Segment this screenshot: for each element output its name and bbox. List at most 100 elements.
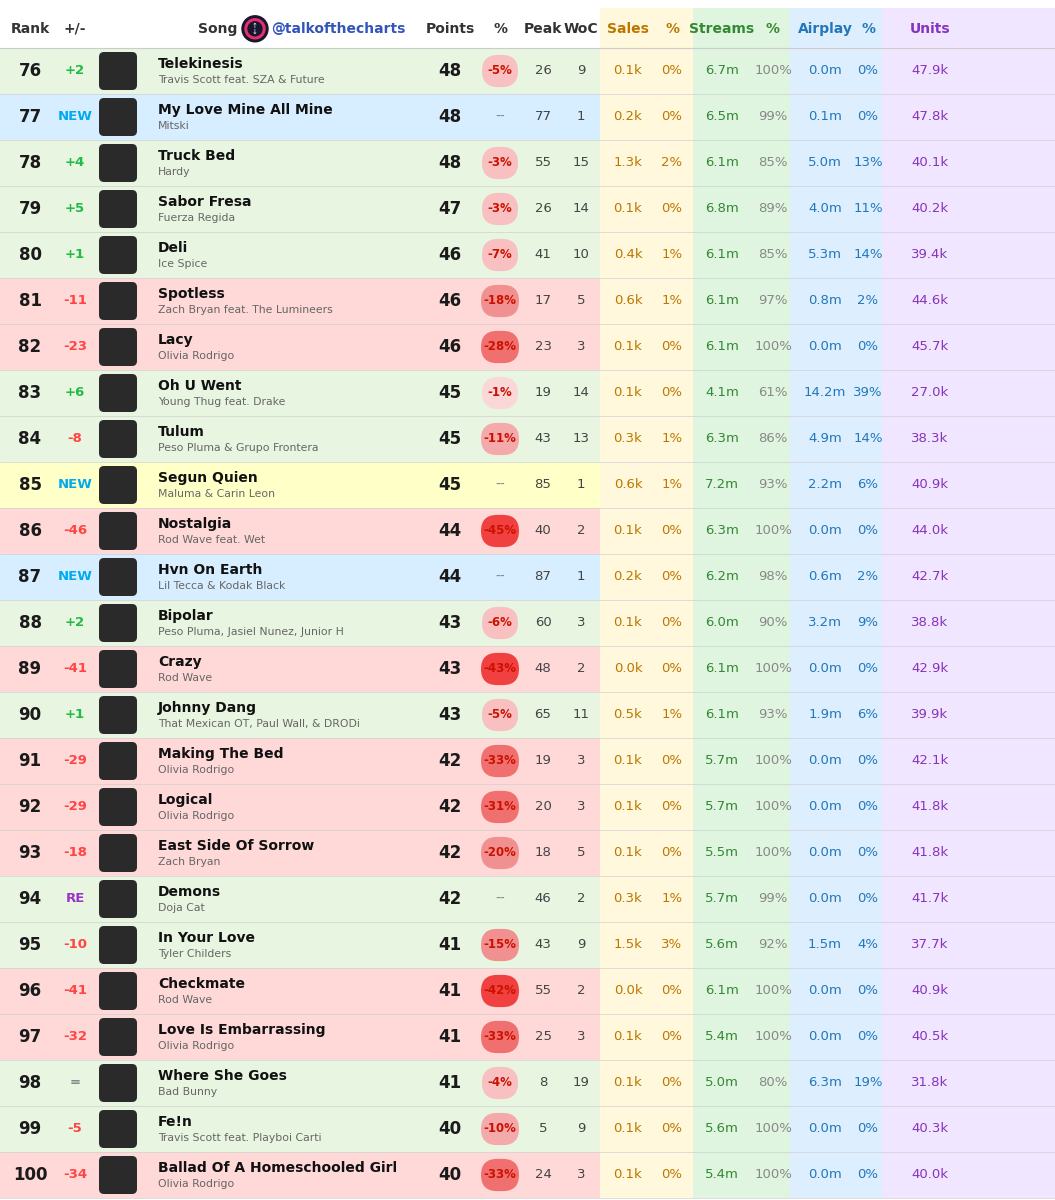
Text: 48: 48	[439, 108, 462, 126]
FancyBboxPatch shape	[481, 422, 519, 455]
Bar	[600, 784, 1055, 830]
Text: 40: 40	[535, 524, 552, 538]
Text: 43: 43	[535, 938, 552, 952]
Bar	[600, 1014, 1055, 1060]
Text: Deli: Deli	[158, 241, 188, 254]
FancyBboxPatch shape	[482, 55, 518, 88]
Text: 99: 99	[18, 1120, 41, 1138]
Bar	[790, 416, 882, 462]
Text: 0.0k: 0.0k	[614, 984, 642, 997]
Bar	[600, 738, 693, 784]
Text: --: --	[495, 570, 505, 584]
Bar	[790, 8, 882, 48]
Text: 3: 3	[577, 341, 586, 354]
Bar	[600, 48, 693, 94]
Text: 0%: 0%	[858, 893, 879, 906]
Text: 76: 76	[18, 62, 41, 80]
Text: -29: -29	[63, 755, 87, 768]
Text: -1%: -1%	[487, 386, 513, 400]
Text: 55: 55	[535, 156, 552, 169]
Bar	[882, 830, 1055, 876]
Bar	[600, 278, 1055, 324]
Text: -3%: -3%	[487, 156, 513, 169]
Text: 13%: 13%	[853, 156, 883, 169]
Text: 0%: 0%	[661, 65, 683, 78]
Bar	[0, 968, 592, 1014]
Text: 5.0m: 5.0m	[705, 1076, 738, 1090]
FancyBboxPatch shape	[482, 239, 518, 271]
Bar	[790, 232, 882, 278]
Text: -23: -23	[63, 341, 87, 354]
Text: 99%: 99%	[759, 893, 788, 906]
Bar	[600, 324, 693, 370]
Text: 46: 46	[439, 246, 462, 264]
Text: Peak: Peak	[524, 22, 562, 36]
Text: 40.9k: 40.9k	[912, 479, 948, 492]
Bar	[600, 48, 1055, 94]
Text: Hardy: Hardy	[158, 167, 191, 176]
Bar	[790, 324, 882, 370]
Text: Johnny Dang: Johnny Dang	[158, 701, 257, 715]
Text: 100%: 100%	[754, 846, 792, 859]
Bar	[0, 186, 600, 232]
Text: 0.6k: 0.6k	[614, 479, 642, 492]
Text: 1: 1	[577, 479, 586, 492]
Text: Zach Bryan feat. The Lumineers: Zach Bryan feat. The Lumineers	[158, 305, 332, 314]
Text: 86%: 86%	[759, 432, 788, 445]
FancyBboxPatch shape	[99, 558, 137, 596]
Text: 5.4m: 5.4m	[705, 1169, 738, 1182]
Bar	[0, 508, 592, 554]
Text: 55: 55	[535, 984, 552, 997]
Bar	[0, 232, 600, 278]
Text: 44: 44	[439, 568, 462, 586]
Text: -31%: -31%	[483, 800, 517, 814]
Text: 10: 10	[573, 248, 590, 262]
Text: 14: 14	[573, 203, 590, 216]
Text: Peso Pluma, Jasiel Nunez, Junior H: Peso Pluma, Jasiel Nunez, Junior H	[158, 626, 344, 637]
Text: 0.1k: 0.1k	[614, 755, 642, 768]
Text: +2: +2	[65, 617, 85, 630]
Text: 43: 43	[439, 660, 462, 678]
Text: 11: 11	[573, 708, 590, 721]
Text: 1: 1	[577, 110, 586, 124]
Text: Ballad Of A Homeschooled Girl: Ballad Of A Homeschooled Girl	[158, 1162, 397, 1175]
Bar	[600, 876, 693, 922]
Text: 91: 91	[18, 752, 41, 770]
Bar	[0, 370, 592, 416]
Bar	[693, 554, 790, 600]
FancyBboxPatch shape	[482, 607, 518, 640]
Text: 0%: 0%	[661, 662, 683, 676]
Text: 42.1k: 42.1k	[912, 755, 948, 768]
Text: Olivia Rodrigo: Olivia Rodrigo	[158, 1040, 234, 1051]
Bar	[790, 140, 882, 186]
Text: 9: 9	[577, 65, 586, 78]
Text: Zach Bryan: Zach Bryan	[158, 857, 220, 866]
Text: 90%: 90%	[759, 617, 788, 630]
Text: Song: Song	[198, 22, 237, 36]
Text: 6.1m: 6.1m	[705, 662, 738, 676]
Bar	[600, 646, 1055, 692]
Text: 39%: 39%	[853, 386, 883, 400]
Text: 0.0m: 0.0m	[808, 524, 842, 538]
Bar	[600, 968, 693, 1014]
Bar	[790, 646, 882, 692]
Text: 1%: 1%	[661, 708, 683, 721]
Text: -45%: -45%	[483, 524, 517, 538]
Text: 13: 13	[573, 432, 590, 445]
Text: Where She Goes: Where She Goes	[158, 1069, 287, 1082]
Text: 100%: 100%	[754, 662, 792, 676]
Text: -8: -8	[68, 432, 82, 445]
Text: 80: 80	[19, 246, 41, 264]
Text: 45: 45	[439, 430, 462, 448]
Bar	[600, 94, 693, 140]
Text: 0%: 0%	[858, 662, 879, 676]
Bar	[693, 830, 790, 876]
Text: 40.5k: 40.5k	[912, 1031, 948, 1044]
Text: 2%: 2%	[858, 294, 879, 307]
Text: -34: -34	[63, 1169, 88, 1182]
Text: 14.2m: 14.2m	[804, 386, 846, 400]
Text: Bipolar: Bipolar	[158, 608, 214, 623]
Text: 39.4k: 39.4k	[912, 248, 948, 262]
Bar	[600, 462, 693, 508]
Text: 26: 26	[535, 203, 552, 216]
